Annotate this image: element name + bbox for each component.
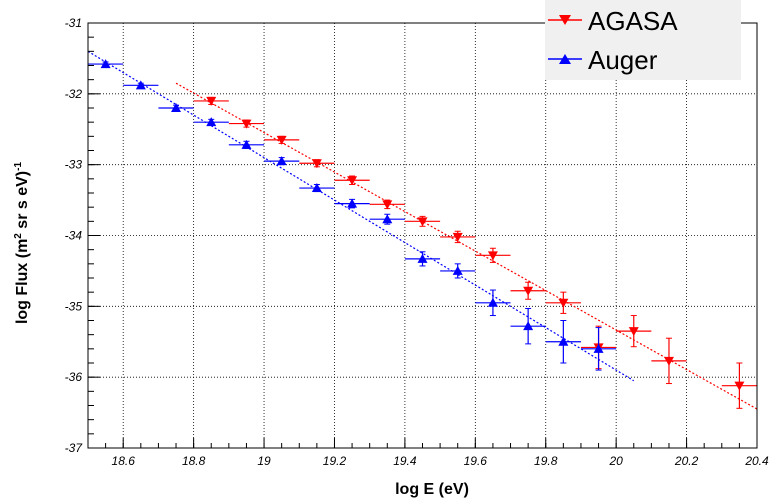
marker-agasa (206, 96, 217, 106)
fit-lines (87, 50, 758, 410)
point-agasa (616, 315, 652, 348)
marker-auger (558, 336, 569, 346)
legend-entry-auger: Auger (548, 45, 658, 75)
y-tick-label: -32 (65, 87, 83, 101)
point-auger (510, 307, 546, 345)
point-auger (123, 80, 159, 90)
marker-auger (311, 183, 322, 193)
marker-auger (276, 156, 287, 166)
marker-agasa (241, 119, 252, 129)
y-axis-title-text: log Flux (m (14, 239, 31, 324)
fit-line-auger (87, 50, 635, 382)
point-agasa (721, 362, 757, 409)
data-points (88, 59, 757, 409)
point-agasa (545, 291, 581, 314)
legend-marker-auger (559, 54, 571, 64)
point-agasa (369, 199, 405, 210)
point-auger (299, 183, 335, 193)
point-agasa (651, 337, 687, 385)
point-agasa (440, 230, 476, 244)
x-tick-label: 20.2 (674, 454, 699, 468)
legend-label-auger: Auger (588, 45, 658, 75)
marker-agasa (276, 135, 287, 145)
point-auger (334, 198, 370, 209)
point-auger (158, 103, 194, 112)
legend-box (545, 0, 741, 80)
y-tick-label: -31 (65, 16, 82, 30)
point-auger (264, 156, 300, 166)
plot-frame (87, 22, 758, 449)
point-agasa (475, 247, 511, 263)
point-auger (440, 263, 476, 279)
y-tick-label: -36 (65, 370, 83, 384)
marker-auger (171, 103, 182, 112)
x-tick-label: 19.4 (393, 454, 417, 468)
y-tick-label: -34 (65, 229, 83, 243)
point-auger (228, 139, 265, 149)
y-tick-label: -33 (65, 158, 83, 172)
fit-line-agasa (175, 82, 758, 410)
marker-agasa (311, 159, 322, 169)
point-auger (580, 327, 617, 371)
point-agasa (264, 135, 300, 145)
y-axis-title-mid: sr s eV) (14, 171, 31, 233)
marker-agasa (628, 327, 639, 337)
point-auger (475, 289, 511, 317)
marker-auger (523, 321, 534, 331)
marker-auger (347, 198, 358, 208)
marker-agasa (734, 381, 745, 391)
marker-agasa (558, 298, 569, 308)
point-auger (369, 213, 405, 225)
marker-agasa (417, 217, 428, 227)
point-agasa (193, 96, 229, 106)
marker-agasa (663, 356, 674, 366)
x-tick-label: 19.2 (323, 454, 347, 468)
legend-label-agasa: AGASA (588, 6, 678, 36)
marker-agasa (523, 286, 534, 296)
point-agasa (228, 119, 265, 129)
x-tick-label: 19.8 (534, 454, 558, 468)
legend-entry-agasa: AGASA (548, 6, 678, 36)
x-tick-label: 20 (608, 454, 623, 468)
axis-ticks: 18.6 18.8 19 19.2 19.4 19.6 19.8 20 20.2 20.4 -37 -… (65, 16, 769, 468)
point-auger (404, 251, 441, 267)
marker-auger (135, 80, 146, 90)
point-agasa (404, 215, 441, 227)
x-tick-label: 19 (257, 454, 271, 468)
marker-auger (206, 117, 217, 127)
x-tick-label: 18.8 (182, 454, 206, 468)
point-agasa (299, 159, 335, 169)
legend-marker-agasa (559, 15, 571, 25)
marker-auger (241, 139, 252, 149)
point-auger (545, 320, 581, 364)
marker-agasa (452, 232, 463, 242)
marker-auger (382, 214, 393, 224)
marker-agasa (347, 176, 358, 186)
point-auger (88, 59, 124, 69)
y-tick-label: -37 (65, 441, 84, 455)
marker-agasa (487, 251, 498, 261)
grid (88, 23, 757, 448)
marker-auger (487, 297, 498, 307)
marker-auger (593, 343, 604, 353)
marker-agasa (382, 200, 393, 210)
point-agasa (510, 281, 546, 300)
x-axis-title: log E (eV) (395, 481, 469, 498)
point-auger (193, 117, 229, 127)
marker-auger (417, 253, 428, 263)
marker-auger (100, 59, 111, 69)
y-tick-label: -35 (65, 299, 83, 313)
x-tick-label: 20.4 (744, 454, 769, 468)
point-agasa (334, 175, 370, 186)
y-axis-title-sup2: -1 (13, 162, 24, 171)
marker-auger (452, 265, 463, 275)
y-axis-title-sup1: 2 (13, 233, 24, 239)
y-axis-title: log Flux (m2 sr s eV)-1 (13, 162, 31, 324)
legend: AGASA Auger (545, 0, 741, 80)
x-tick-label: 18.6 (112, 454, 136, 468)
x-tick-label: 19.6 (464, 454, 488, 468)
